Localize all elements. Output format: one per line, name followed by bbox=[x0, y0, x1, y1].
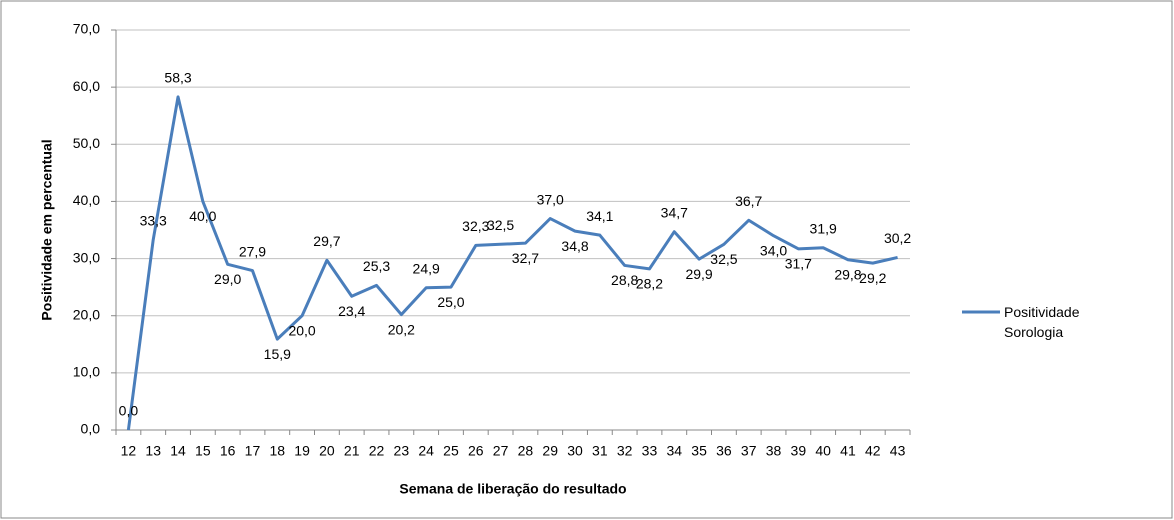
x-tick-label: 21 bbox=[344, 443, 360, 459]
x-tick-label: 17 bbox=[245, 443, 261, 459]
x-tick-label: 41 bbox=[840, 443, 856, 459]
data-label: 30,2 bbox=[884, 230, 911, 246]
data-label: 40,0 bbox=[189, 208, 216, 224]
data-label: 25,0 bbox=[437, 294, 464, 310]
data-label: 36,7 bbox=[735, 193, 762, 209]
y-axis-label: Positividade em percentual bbox=[39, 139, 55, 320]
data-label: 34,0 bbox=[760, 242, 787, 258]
y-tick-label: 70,0 bbox=[73, 21, 100, 37]
data-label: 15,9 bbox=[264, 346, 291, 362]
x-tick-label: 29 bbox=[542, 443, 558, 459]
x-tick-label: 35 bbox=[691, 443, 707, 459]
x-tick-label: 14 bbox=[170, 443, 186, 459]
x-tick-label: 16 bbox=[220, 443, 236, 459]
x-tick-label: 22 bbox=[369, 443, 385, 459]
legend-label: Positividade Sorologia bbox=[1004, 304, 1080, 340]
x-tick-label: 43 bbox=[890, 443, 906, 459]
x-tick-label: 12 bbox=[121, 443, 137, 459]
data-label: 28,2 bbox=[636, 276, 663, 292]
x-tick-label: 34 bbox=[666, 443, 682, 459]
y-tick-label: 0,0 bbox=[81, 421, 101, 437]
x-tick-label: 31 bbox=[592, 443, 608, 459]
data-label: 23,4 bbox=[338, 303, 365, 319]
data-label: 31,7 bbox=[785, 256, 812, 272]
data-label: 32,7 bbox=[512, 250, 539, 266]
data-label: 33,3 bbox=[140, 212, 167, 228]
x-tick-label: 24 bbox=[418, 443, 434, 459]
data-label: 29,2 bbox=[859, 270, 886, 286]
data-label: 32,5 bbox=[487, 217, 514, 233]
data-label: 32,3 bbox=[462, 218, 489, 234]
x-tick-label: 37 bbox=[741, 443, 757, 459]
data-label: 31,9 bbox=[810, 220, 837, 236]
data-label: 24,9 bbox=[413, 260, 440, 276]
x-tick-label: 15 bbox=[195, 443, 211, 459]
x-tick-label: 30 bbox=[567, 443, 583, 459]
data-label: 20,2 bbox=[388, 321, 415, 337]
data-label: 28,8 bbox=[611, 272, 638, 288]
data-label: 34,7 bbox=[661, 204, 688, 220]
x-tick-label: 18 bbox=[269, 443, 285, 459]
data-label: 58,3 bbox=[164, 70, 191, 86]
data-label: 29,9 bbox=[685, 266, 712, 282]
x-tick-label: 38 bbox=[766, 443, 782, 459]
data-label: 20,0 bbox=[288, 322, 315, 338]
x-tick-label: 33 bbox=[642, 443, 658, 459]
x-tick-label: 39 bbox=[791, 443, 807, 459]
x-tick-label: 26 bbox=[468, 443, 484, 459]
data-label: 34,1 bbox=[586, 208, 613, 224]
y-tick-label: 40,0 bbox=[73, 192, 100, 208]
x-tick-label: 27 bbox=[493, 443, 509, 459]
x-axis-label: Semana de liberação do resultado bbox=[399, 481, 626, 497]
data-label: 29,0 bbox=[214, 271, 241, 287]
y-tick-label: 20,0 bbox=[73, 306, 100, 322]
x-tick-label: 36 bbox=[716, 443, 732, 459]
y-tick-label: 50,0 bbox=[73, 135, 100, 151]
y-tick-label: 60,0 bbox=[73, 78, 100, 94]
x-tick-label: 40 bbox=[815, 443, 831, 459]
x-tick-label: 23 bbox=[394, 443, 410, 459]
data-label: 37,0 bbox=[537, 191, 564, 207]
x-tick-label: 42 bbox=[865, 443, 881, 459]
data-label: 27,9 bbox=[239, 243, 266, 259]
series-line bbox=[126, 95, 898, 431]
x-tick-label: 13 bbox=[145, 443, 161, 459]
y-tick-label: 10,0 bbox=[73, 364, 100, 380]
data-label: 34,8 bbox=[561, 238, 588, 254]
data-label: 29,8 bbox=[834, 266, 861, 282]
y-tick-label: 30,0 bbox=[73, 249, 100, 265]
x-tick-label: 25 bbox=[443, 443, 459, 459]
data-label: 32,5 bbox=[710, 251, 737, 267]
x-tick-label: 32 bbox=[617, 443, 633, 459]
x-tick-label: 19 bbox=[294, 443, 310, 459]
x-tick-label: 20 bbox=[319, 443, 335, 459]
data-label: 29,7 bbox=[313, 233, 340, 249]
data-label: 25,3 bbox=[363, 258, 390, 274]
data-label: 0,0 bbox=[119, 403, 139, 419]
x-tick-label: 28 bbox=[518, 443, 534, 459]
